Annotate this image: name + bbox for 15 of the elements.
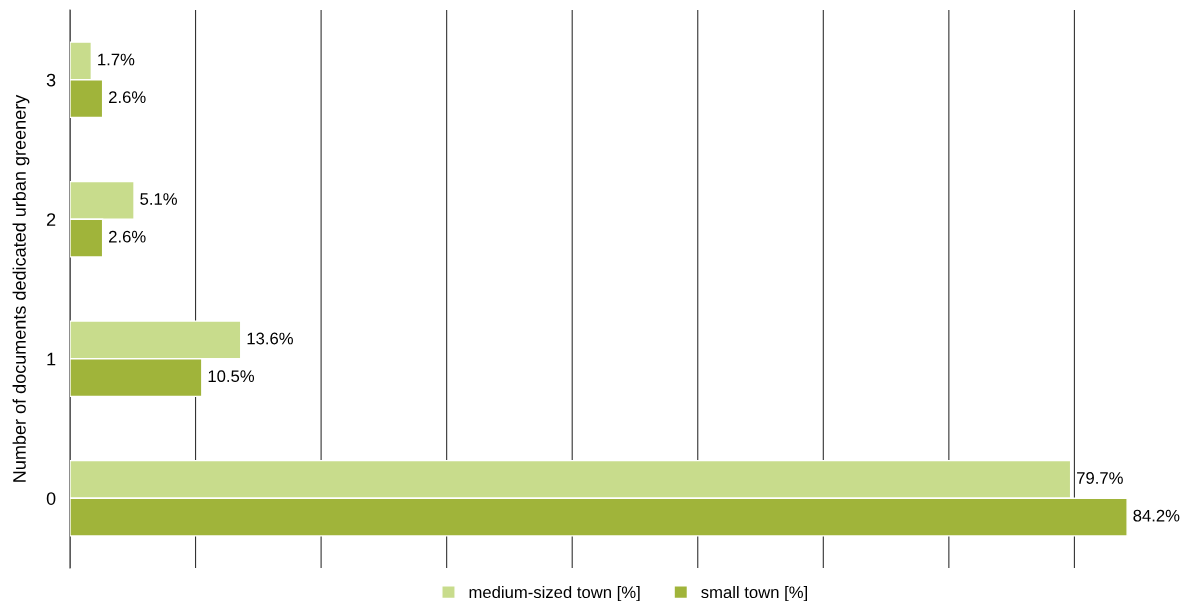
y-tick-label: 1	[47, 352, 56, 366]
y-tick-label: 2	[46, 213, 56, 226]
data-label: 79.7%	[1077, 472, 1123, 484]
y-tick-label: 0	[46, 492, 56, 505]
data-label: 13.6%	[247, 332, 293, 345]
legend-label: medium-sized town [%]	[469, 585, 640, 601]
data-label: 10.5%	[208, 370, 255, 383]
data-label: 2.6%	[109, 91, 146, 104]
y-axis-title: Number of documents dedicated urban greenery	[12, 94, 30, 482]
legend-label: small town [%]	[701, 585, 807, 601]
data-label: 2.6%	[109, 230, 146, 243]
data-label: 84.2%	[1133, 509, 1180, 522]
data-label: 5.1%	[140, 193, 177, 205]
y-tick-label: 3	[46, 73, 56, 87]
data-label: 1.7%	[98, 53, 135, 66]
